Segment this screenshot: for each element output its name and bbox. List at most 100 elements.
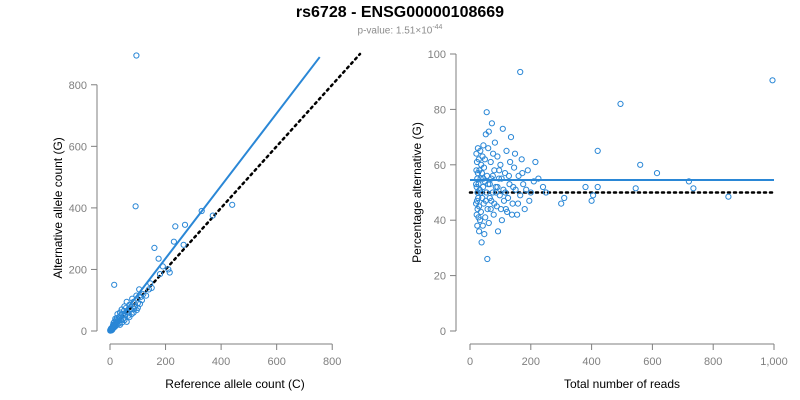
right-y-tick-label: 20 <box>434 271 446 283</box>
right-data-point <box>527 189 534 196</box>
right-data-point <box>486 194 493 202</box>
right-data-point <box>485 145 492 152</box>
right-data-point <box>485 219 492 227</box>
right-data-point <box>561 194 568 202</box>
left-data-point <box>170 238 177 245</box>
left-data-point <box>107 327 114 334</box>
right-data-point <box>637 161 644 168</box>
right-data-point <box>474 222 481 229</box>
left-data-point <box>116 321 124 328</box>
left-x-tick-label: 0 <box>107 356 113 368</box>
right-data-point <box>491 200 498 207</box>
right-data-point <box>594 147 601 154</box>
right-data-point <box>514 211 521 218</box>
right-data-point <box>496 167 503 174</box>
right-data-point <box>526 197 533 204</box>
right-data-point <box>535 175 542 182</box>
right-data-point <box>499 125 506 132</box>
left-data-point <box>133 292 140 299</box>
right-data-point <box>474 175 481 182</box>
right-data-point <box>494 183 501 191</box>
right-data-point <box>519 170 526 177</box>
chart-subtitle: p-value: 1.51×10-44 <box>0 24 800 36</box>
right-data-point <box>494 153 501 160</box>
right-data-point <box>502 189 509 196</box>
right-data-point <box>504 194 512 202</box>
right-data-point <box>479 222 486 229</box>
right-x-tick-label: 0 <box>467 356 473 368</box>
left-x-tick-label: 800 <box>323 356 341 368</box>
left-reference-line <box>108 52 362 333</box>
right-data-point <box>521 206 528 213</box>
right-data-point <box>523 186 530 193</box>
right-data-point <box>481 231 488 238</box>
right-data-point <box>582 183 589 191</box>
right-x-tick-label: 800 <box>704 356 722 368</box>
right-data-point <box>558 200 565 207</box>
right-data-point <box>477 175 484 182</box>
left-data-point <box>155 255 162 262</box>
left-x-tick-label: 200 <box>156 356 174 368</box>
right-data-point <box>490 150 497 157</box>
left-data-point <box>145 286 152 293</box>
left-data-point <box>198 207 205 215</box>
subtitle-base: 10 <box>421 25 433 37</box>
right-data-point <box>485 128 492 135</box>
right-data-point <box>473 211 480 218</box>
right-data-point <box>484 206 491 213</box>
right-data-point <box>480 175 487 182</box>
right-y-tick-label: 40 <box>434 215 446 227</box>
right-data-point <box>617 100 624 108</box>
chart-title: rs6728 - ENSG00000108669 <box>295 4 505 21</box>
right-data-point <box>497 161 504 168</box>
right-y-tick-label: 60 <box>434 160 446 172</box>
right-data-point <box>542 189 550 196</box>
right-data-point <box>505 172 512 179</box>
right-data-point <box>489 189 496 196</box>
right-data-point <box>594 183 601 191</box>
right-data-point <box>517 192 524 199</box>
right-data-point <box>482 214 489 221</box>
right-x-tick-label: 200 <box>522 356 540 368</box>
left-data-point <box>111 281 118 288</box>
left-data-point <box>143 292 150 299</box>
right-data-point <box>498 217 505 224</box>
left-y-tick-label: 600 <box>69 141 87 153</box>
right-data-point <box>518 156 525 163</box>
left-data-point <box>165 266 172 273</box>
left-data-point <box>166 269 173 276</box>
left-data-point <box>172 223 179 230</box>
right-data-point <box>511 150 519 157</box>
right-x-tick-label: 600 <box>643 356 661 368</box>
right-data-point <box>473 158 481 166</box>
right-data-point <box>507 134 515 141</box>
left-data-point <box>156 271 164 278</box>
left-data-point <box>136 300 144 307</box>
right-data-point <box>473 181 480 188</box>
right-data-point <box>485 181 492 188</box>
right-data-point <box>632 185 639 192</box>
right-data-point <box>497 206 505 213</box>
right-data-point <box>488 120 495 127</box>
left-data-point <box>133 52 140 59</box>
right-data-point <box>503 147 510 154</box>
right-data-point <box>478 161 485 168</box>
right-data-point <box>510 183 517 191</box>
right-data-point <box>493 189 500 196</box>
left-x-tick-label: 400 <box>212 356 230 368</box>
right-data-point <box>524 167 531 174</box>
right-y-axis-title: Percentage alternative (G) <box>410 122 424 263</box>
right-data-point <box>520 181 527 188</box>
right-data-point <box>590 192 597 199</box>
right-data-point <box>514 200 522 207</box>
left-y-tick-label: 0 <box>81 326 87 338</box>
right-data-point <box>488 175 495 182</box>
left-fit-line <box>109 56 321 332</box>
left-data-point <box>128 311 135 318</box>
subtitle-times: × <box>415 25 422 37</box>
subtitle-exponent: -44 <box>432 24 443 31</box>
right-data-point <box>507 158 514 166</box>
right-data-point <box>504 208 511 215</box>
